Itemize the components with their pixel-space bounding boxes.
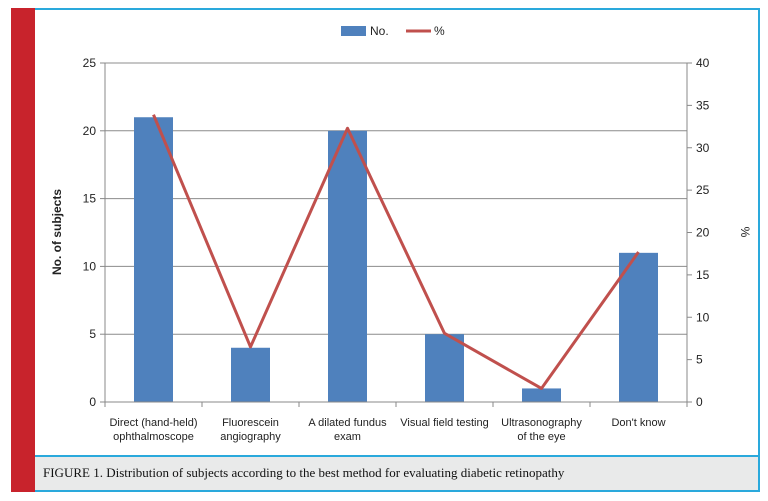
caption-box: FIGURE 1. Distribution of subjects accor…	[35, 455, 758, 490]
x-category-label: Visual field testing	[400, 417, 488, 429]
chart: 0 5 10 15 20 25 0 5 10 15 20 25 30 35 40 Direct (hand-…	[50, 24, 752, 443]
x-category-label: Ultrasonography	[501, 417, 582, 429]
y2-tick-label: 35	[696, 98, 710, 112]
grid-lines	[105, 62, 687, 335]
legend-swatch-bar	[341, 26, 366, 36]
bar	[425, 334, 464, 402]
y2-tick-label: 30	[696, 141, 710, 155]
bar	[231, 347, 270, 402]
x-category-label: Direct (hand-held)	[109, 417, 197, 429]
bar	[328, 130, 367, 403]
y2-tick-label: 25	[696, 183, 710, 197]
y2-tick-label: 0	[696, 395, 703, 409]
bar	[619, 252, 658, 402]
legend: No. %	[341, 24, 445, 38]
y2-tick-label: 20	[696, 226, 710, 240]
accent-bar	[11, 8, 35, 492]
y-tick-label: 10	[83, 259, 97, 273]
x-category-label: Don't know	[611, 417, 665, 429]
bar	[134, 117, 173, 403]
y-tick-label: 5	[89, 327, 96, 341]
x-category-label: exam	[334, 431, 361, 443]
y-tick-label: 25	[83, 56, 97, 70]
x-category-label: angiography	[220, 431, 281, 443]
x-category-label: A dilated fundus	[308, 417, 387, 429]
y2-tick-label: 5	[696, 353, 703, 367]
x-category-label: Fluorescein	[222, 417, 279, 429]
category-labels: Direct (hand-held) ophthalmoscope Fluoresc…	[109, 417, 665, 443]
y2-tick-label: 10	[696, 310, 710, 324]
percent-line	[152, 114, 640, 390]
y-tick-label: 0	[89, 395, 96, 409]
bar	[522, 388, 561, 402]
y2-tick-label: 40	[696, 56, 710, 70]
y2-tick-label: 15	[696, 268, 710, 282]
y-axis-title: No. of subjects	[50, 189, 64, 275]
line-series	[152, 114, 640, 390]
tick-labels: 0 5 10 15 20 25 0 5 10 15 20 25 30 35 40	[83, 56, 710, 409]
legend-label-bar: No.	[370, 24, 389, 38]
x-category-label: of the eye	[517, 431, 565, 443]
figure-caption: FIGURE 1. Distribution of subjects accor…	[43, 465, 565, 480]
y-tick-label: 20	[83, 124, 97, 138]
legend-label-line: %	[434, 24, 445, 38]
bar-series	[134, 117, 658, 403]
y-tick-label: 15	[83, 192, 97, 206]
x-category-label: ophthalmoscope	[113, 431, 194, 443]
y2-axis-title: %	[738, 227, 752, 238]
